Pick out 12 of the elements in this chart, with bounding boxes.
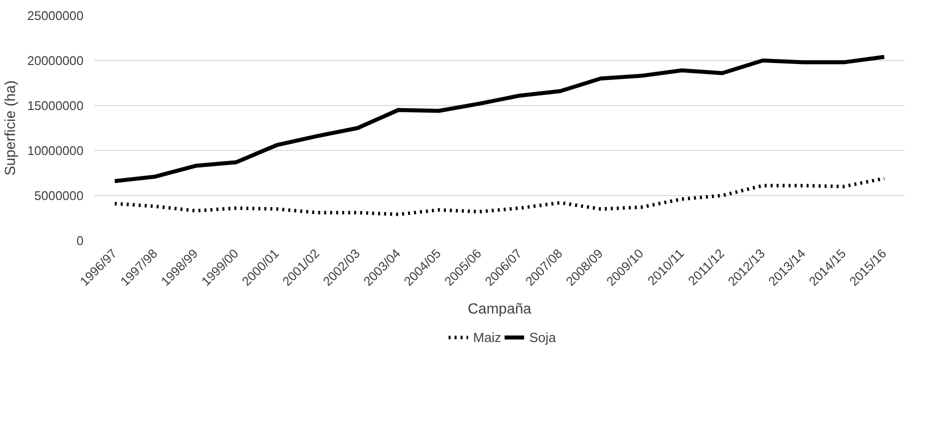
- y-axis-title: Superficie (ha): [3, 80, 20, 176]
- y-tick-label: 5000000: [34, 189, 84, 203]
- legend-label: Maiz: [473, 330, 502, 344]
- y-tick-label: 10000000: [27, 144, 84, 158]
- x-axis-title: Campaña: [468, 302, 532, 318]
- y-tick-label: 25000000: [27, 9, 84, 23]
- y-tick-label: 20000000: [27, 54, 84, 68]
- y-tick-label: 15000000: [27, 99, 84, 113]
- y-tick-label: 0: [76, 234, 84, 248]
- line-series: [112, 54, 886, 184]
- line-series: [113, 176, 886, 216]
- legend-label: Soja: [529, 330, 556, 344]
